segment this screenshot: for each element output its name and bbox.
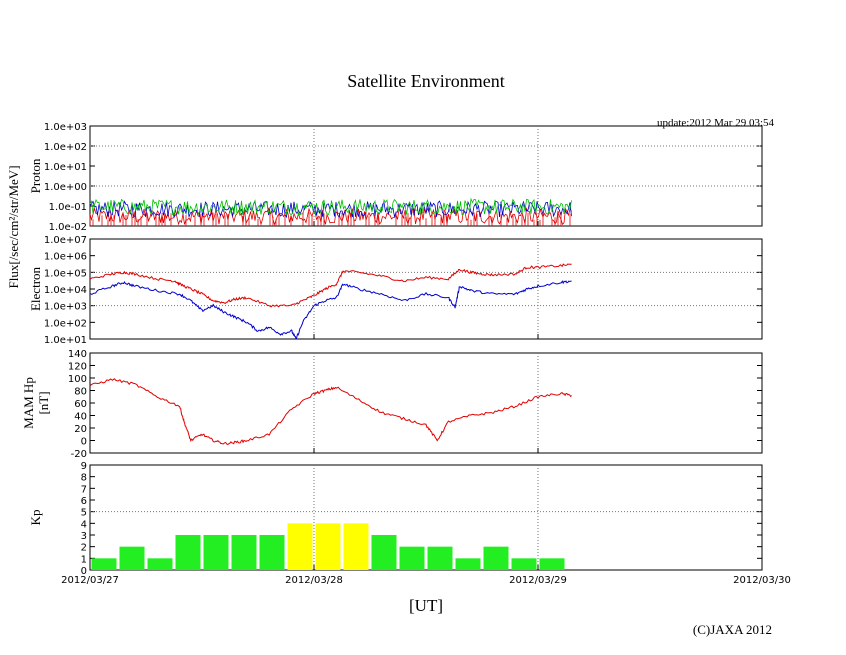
- y-tick-label-kp: 5: [81, 508, 87, 519]
- mam-hp-series-line-red: [89, 378, 572, 446]
- proton-red-spikes: [89, 212, 571, 226]
- kp-bar: [259, 535, 285, 570]
- x-tick-label: 2012/03/28: [285, 575, 343, 586]
- y-tick-label-proton: 1.0e+00: [44, 182, 87, 193]
- y-tick-label-electron: 1.0e+07: [44, 235, 87, 246]
- y-tick-label-mam-hp: 120: [68, 362, 87, 373]
- y-tick-label-electron: 1.0e+04: [44, 285, 87, 296]
- panel-frame-kp: [89, 464, 763, 571]
- kp-bar: [511, 558, 537, 570]
- kp-bar: [175, 535, 201, 570]
- kp-bar: [483, 546, 509, 570]
- y-axis-label-proton: Proton: [28, 158, 43, 193]
- x-axis-label: [UT]: [409, 596, 443, 615]
- electron-series-line-blue: [89, 280, 572, 340]
- chart-title: Satellite Environment: [347, 71, 504, 91]
- y-tick-label-mam-hp: 80: [74, 387, 87, 398]
- y-tick-label-kp: 1: [81, 554, 87, 565]
- kp-bar: [119, 546, 145, 570]
- kp-bar: [371, 535, 397, 570]
- y-axis-label-electron: Electron: [28, 266, 43, 311]
- y-tick-label-kp: 3: [81, 531, 87, 542]
- kp-bar: [315, 523, 341, 570]
- y-tick-label-kp: 9: [81, 461, 87, 472]
- y-tick-label-electron: 1.0e+05: [44, 268, 87, 279]
- y-axis-label-kp: Kp: [28, 510, 43, 526]
- y-axis-label-mam-hp: MAM Hp: [21, 377, 36, 429]
- y-tick-label-proton: 1.0e+03: [44, 122, 87, 133]
- y-tick-label-mam-hp: 140: [68, 349, 87, 360]
- shared-flux-ylabel: Flux[/sec/cm²/str/MeV]: [6, 165, 21, 288]
- y-tick-label-proton: 1.0e+02: [44, 142, 87, 153]
- panel-frame-mam-hp: [89, 352, 763, 454]
- kp-bar: [231, 535, 257, 570]
- y-tick-label-kp: 0: [81, 566, 87, 577]
- kp-bar: [455, 558, 481, 570]
- y-axis-label-mam-hp: [nT]: [36, 391, 51, 414]
- y-tick-label-kp: 4: [81, 519, 87, 530]
- kp-bar: [539, 558, 565, 570]
- y-tick-label-proton: 1.0e-02: [49, 222, 87, 233]
- y-tick-label-mam-hp: 0: [81, 437, 87, 448]
- kp-bar: [427, 546, 453, 570]
- y-tick-label-mam-hp: 60: [74, 399, 87, 410]
- update-label: update:2012 Mar 29 03:54: [657, 117, 775, 129]
- y-tick-label-mam-hp: -20: [71, 449, 87, 460]
- proton-series-line-red: [89, 206, 572, 226]
- kp-bar: [399, 546, 425, 570]
- kp-bar: [203, 535, 229, 570]
- x-tick-label: 2012/03/30: [733, 575, 791, 586]
- y-tick-label-kp: 7: [81, 484, 87, 495]
- y-tick-label-kp: 2: [81, 543, 87, 554]
- x-tick-label: 2012/03/27: [61, 575, 119, 586]
- y-tick-label-electron: 1.0e+01: [44, 335, 87, 346]
- kp-bar: [287, 523, 313, 570]
- kp-bar: [91, 558, 117, 570]
- y-tick-label-mam-hp: 100: [68, 374, 87, 385]
- kp-bar: [343, 523, 369, 570]
- proton-series-line-green: [89, 197, 572, 216]
- y-tick-label-mam-hp: 40: [74, 412, 87, 423]
- kp-bar: [147, 558, 173, 570]
- y-tick-label-mam-hp: 20: [74, 424, 87, 435]
- y-tick-label-proton: 1.0e-01: [49, 202, 87, 213]
- y-tick-label-kp: 8: [81, 473, 87, 484]
- electron-series-line-red: [89, 263, 572, 308]
- y-tick-label-electron: 1.0e+06: [44, 252, 87, 263]
- y-tick-label-kp: 6: [81, 496, 87, 507]
- y-tick-label-electron: 1.0e+03: [44, 302, 87, 313]
- y-tick-label-proton: 1.0e+01: [44, 162, 87, 173]
- x-tick-label: 2012/03/29: [509, 575, 567, 586]
- y-tick-label-electron: 1.0e+02: [44, 318, 87, 329]
- copyright-label: (C)JAXA 2012: [693, 622, 772, 637]
